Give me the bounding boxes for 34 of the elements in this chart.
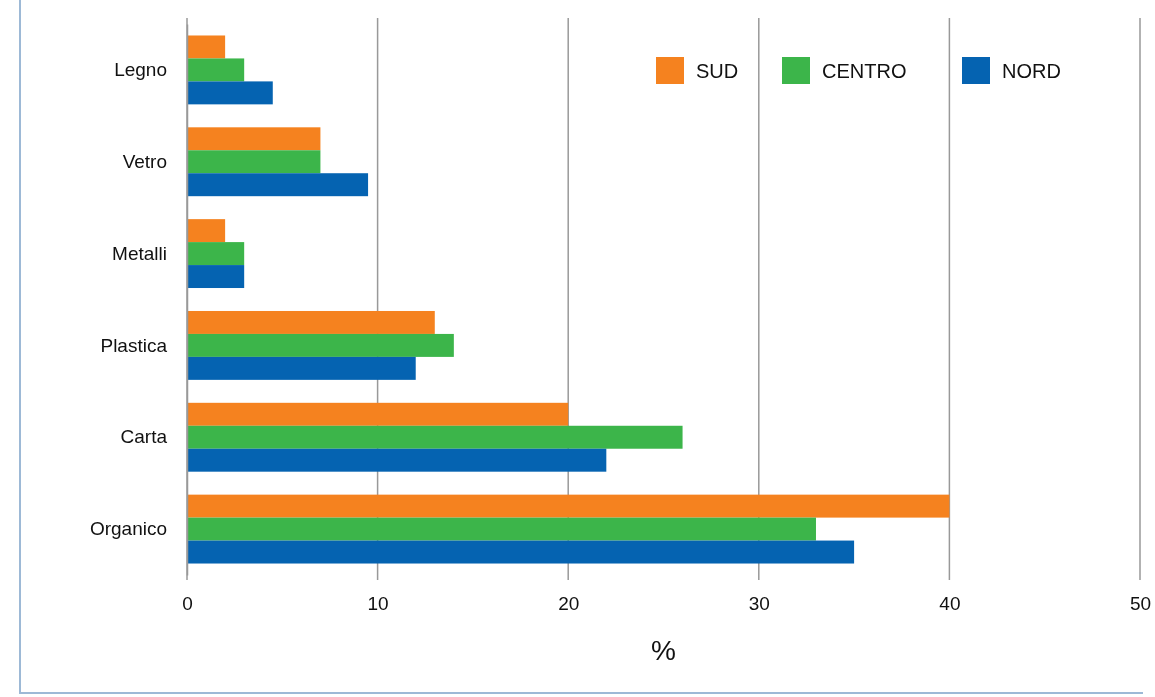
bar: [187, 58, 245, 82]
x-tick-label: 50: [1129, 593, 1152, 615]
x-tick-label: 0: [182, 593, 193, 615]
bar: [187, 150, 321, 174]
y-tick-label: Plastica: [100, 334, 168, 356]
bar: [187, 265, 245, 289]
x-axis-title: %: [651, 635, 676, 666]
bar: [187, 494, 950, 518]
x-tick-label: 30: [748, 593, 770, 615]
y-tick-label: Carta: [120, 426, 168, 448]
bar: [187, 310, 435, 334]
y-tick-label: Organico: [89, 518, 167, 540]
bar: [187, 517, 816, 541]
bar: [187, 127, 321, 151]
bar: [187, 402, 569, 426]
x-tick-label: 40: [939, 593, 961, 615]
bar: [187, 35, 226, 59]
bar: [187, 425, 683, 449]
legend-label: NORD: [1002, 60, 1061, 82]
legend-label: SUD: [696, 60, 739, 82]
legend-label: CENTRO: [822, 60, 907, 82]
bar: [187, 81, 273, 105]
y-tick-label: Vetro: [122, 150, 167, 172]
bar: [187, 219, 226, 243]
bar: [187, 333, 454, 357]
x-tick-label: 20: [558, 593, 580, 615]
bar: [187, 448, 607, 472]
bar: [187, 242, 245, 266]
y-tick-label: Metalli: [112, 242, 167, 264]
x-tick-label: 10: [367, 593, 389, 615]
y-tick-label: Legno: [114, 59, 167, 80]
bar: [187, 356, 416, 380]
bar: [187, 540, 855, 564]
bar: [187, 173, 369, 197]
